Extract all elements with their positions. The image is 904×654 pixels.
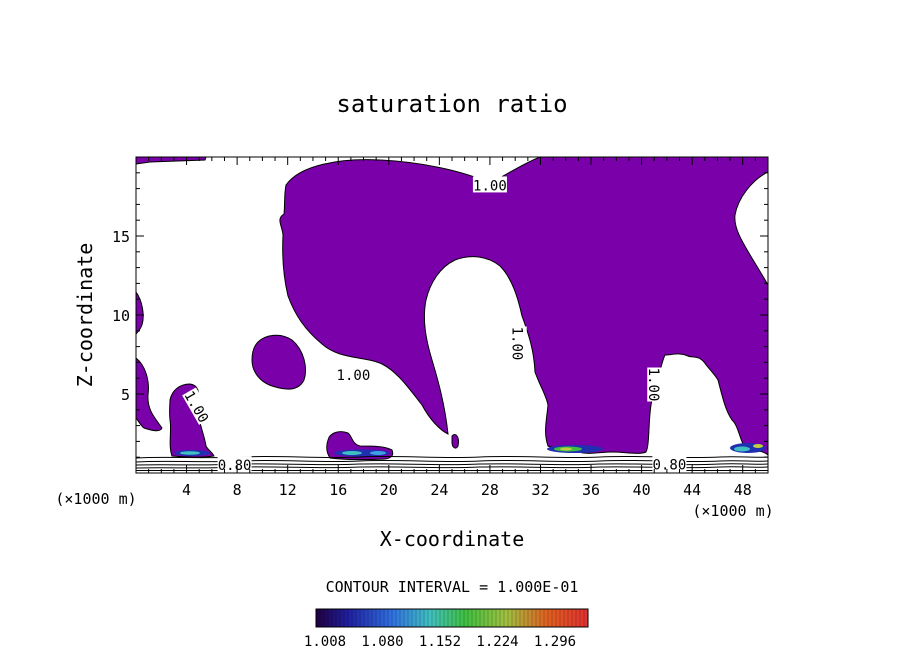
- x-unit-right: (×1000 m): [692, 502, 773, 520]
- x-tick-label: 8: [233, 481, 242, 499]
- contour-label-bg: [336, 366, 371, 383]
- fill-region-plume-x4: [169, 383, 215, 458]
- x-tick-label: 44: [683, 481, 701, 499]
- contour-label-text: 0.80: [218, 458, 252, 474]
- colorbar-stripes: [319, 609, 585, 627]
- contour-label-text: 1.00: [509, 327, 525, 361]
- x-tick-label: 36: [582, 481, 600, 499]
- contour-label-bg: [472, 176, 507, 193]
- chart-title: saturation ratio: [336, 90, 567, 118]
- contour-label-bg: [647, 367, 664, 402]
- contour-label-bg: [510, 326, 527, 361]
- y-axis-title: Z-coordinate: [73, 243, 97, 388]
- y-tick-label: 10: [112, 307, 130, 325]
- contour-label: 0.80: [217, 456, 252, 474]
- x-tick-label: 16: [329, 481, 347, 499]
- contour-label: 1.00: [645, 367, 664, 402]
- fill-region-blob-x24: [451, 433, 459, 449]
- contour-label-bg: [182, 387, 213, 425]
- contour-label-text: 1.00: [645, 368, 661, 402]
- contour-label-bg: [652, 455, 687, 472]
- y-tick-label: 15: [112, 228, 130, 246]
- colorbar-tick-label: 1.296: [534, 634, 576, 650]
- contour-label-text: 1.00: [473, 178, 507, 194]
- fill-region-top-left: [136, 157, 207, 165]
- x-tick-label: 24: [430, 481, 448, 499]
- x-tick-label: 28: [481, 481, 499, 499]
- x-axis-title: X-coordinate: [380, 527, 525, 551]
- x-tick-label: 48: [734, 481, 752, 499]
- contour-label-text: 0.80: [653, 457, 687, 473]
- contour-label: 1.00: [336, 366, 371, 384]
- colorbar-tick-label: 1.080: [361, 634, 403, 650]
- x-tick-label: 20: [380, 481, 398, 499]
- x-unit-left: (×1000 m): [55, 490, 136, 508]
- colorbar-tick-label: 1.224: [476, 634, 518, 650]
- fill-region-left-edge-lower: [136, 357, 163, 432]
- colorbar-labels: 1.008 1.080 1.152 1.224 1.296: [304, 634, 576, 650]
- contour-label: 0.80: [652, 455, 687, 473]
- fill-region-left-edge-upper: [136, 291, 144, 335]
- fill-region-left-mid: [251, 334, 306, 390]
- x-tick-label: 32: [531, 481, 549, 499]
- colorbar-tick-label: 1.008: [304, 634, 346, 650]
- supersaturation-spots: [174, 443, 766, 457]
- x-tick-label: 12: [279, 481, 297, 499]
- colorbar-tick-label: 1.152: [419, 634, 461, 650]
- y-tick-label: 5: [121, 386, 130, 404]
- colorbar-gradient: [315, 608, 589, 628]
- x-tick-label: 40: [633, 481, 651, 499]
- contour-label: 1.00: [509, 326, 527, 361]
- contour-interval: CONTOUR INTERVAL = 1.000E-01: [326, 578, 579, 596]
- x-tick-label: 4: [182, 481, 191, 499]
- plot-area: 1.001.001.001.001.000.80 0.80: [136, 157, 768, 474]
- colorbar: 1.008 1.080 1.152 1.224 1.296: [304, 608, 589, 650]
- contour-label-bg: [217, 456, 252, 473]
- contour-label: 1.00: [472, 176, 507, 194]
- contour-label-text: 1.00: [337, 368, 371, 384]
